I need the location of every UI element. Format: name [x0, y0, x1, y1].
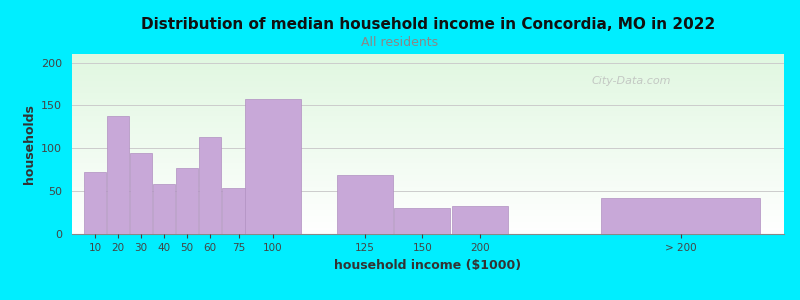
Bar	[199, 137, 221, 234]
Y-axis label: households: households	[22, 104, 35, 184]
Bar	[222, 188, 255, 234]
Bar	[245, 99, 301, 234]
Bar	[337, 175, 393, 234]
Bar	[107, 116, 129, 234]
Bar	[176, 168, 198, 234]
Bar	[153, 184, 174, 234]
Bar	[130, 153, 152, 234]
X-axis label: household income ($1000): household income ($1000)	[334, 259, 522, 272]
Bar	[394, 208, 450, 234]
Text: City-Data.com: City-Data.com	[592, 76, 671, 86]
Bar	[601, 198, 761, 234]
Bar	[84, 172, 106, 234]
Title: Distribution of median household income in Concordia, MO in 2022: Distribution of median household income …	[141, 17, 715, 32]
Bar	[451, 206, 508, 234]
Text: All residents: All residents	[362, 36, 438, 49]
